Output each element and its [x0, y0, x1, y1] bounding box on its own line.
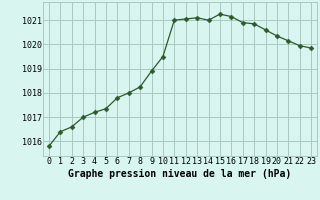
X-axis label: Graphe pression niveau de la mer (hPa): Graphe pression niveau de la mer (hPa)	[68, 169, 292, 179]
